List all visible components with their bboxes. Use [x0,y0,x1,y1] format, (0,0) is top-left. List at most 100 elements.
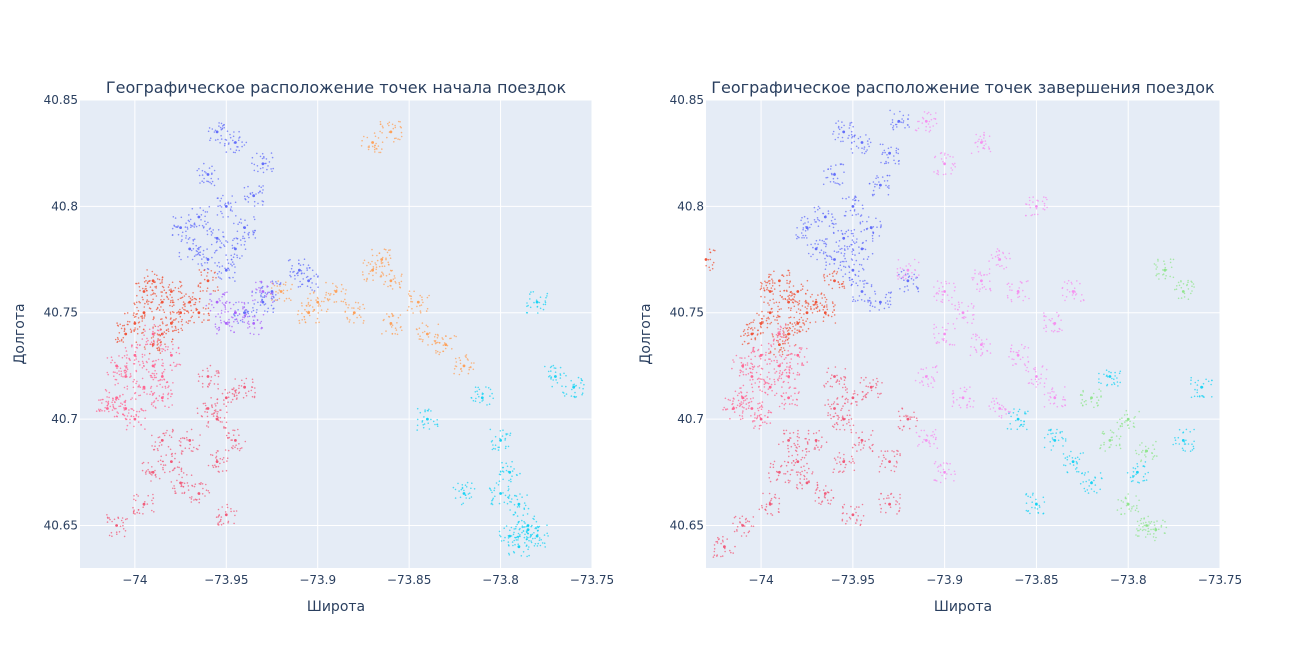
scatter-point [197,215,201,219]
scatter-point [871,305,874,308]
scatter-point [386,313,388,315]
scatter-point [264,162,266,165]
scatter-point [930,376,933,378]
scatter-point [1053,323,1056,326]
scatter-point [256,309,258,311]
scatter-point [259,287,262,290]
scatter-point [95,410,98,413]
scatter-point [136,313,138,315]
scatter-point [478,395,480,398]
scatter-point [546,292,549,295]
scatter-point [1037,200,1039,202]
scatter-point [388,249,390,252]
scatter-point [945,280,947,283]
scatter-point [171,404,173,406]
scatter-point [822,252,825,255]
scatter-point [210,300,213,302]
scatter-point [237,314,239,317]
scatter-point [209,364,212,367]
scatter-point [263,155,265,158]
scatter-point [163,298,165,301]
scatter-point [801,449,804,452]
scatter-point [430,410,432,412]
scatter-point [180,258,182,261]
scatter-point [825,243,828,246]
scatter-point [922,376,924,379]
scatter-point [809,306,812,308]
scatter-point [970,346,972,348]
scatter-point [771,503,773,505]
scatter-point [104,388,107,391]
scatter-point [1035,380,1038,383]
scatter-point [239,239,242,241]
scatter-point [239,257,241,260]
scatter-point [471,482,473,485]
scatter-point [836,462,838,465]
scatter-point [1071,294,1074,296]
scatter-point [216,249,218,252]
scatter-point [799,478,801,480]
scatter-point [544,301,547,304]
scatter-point [788,316,790,319]
scatter-point [320,300,323,303]
scatter-point [896,126,898,128]
scatter-point [788,297,790,299]
scatter-point [751,376,754,378]
scatter-point [814,500,817,502]
scatter-point [1053,329,1056,332]
plot-area[interactable] [80,100,592,568]
scatter-point [489,488,492,490]
scatter-point [162,333,164,336]
scatter-point [413,290,415,293]
scatter-point [829,255,832,258]
scatter-point [385,258,387,261]
scatter-point [865,227,868,230]
scatter-point [571,388,573,391]
scatter-point [215,130,219,134]
scatter-point [227,522,229,524]
scatter-point [815,489,817,491]
scatter-point [1009,289,1011,291]
scatter-point [230,329,232,332]
scatter-point [147,303,149,305]
scatter-point [391,123,394,126]
scatter-point [499,430,502,432]
plot-area[interactable] [706,100,1220,568]
scatter-point [1043,312,1045,314]
scatter-point [726,408,729,410]
scatter-point [224,396,228,400]
scatter-point [846,414,849,417]
scatter-point [275,281,277,283]
scatter-point [201,224,204,227]
scatter-point [157,449,159,452]
scatter-point [233,253,236,255]
scatter-point [998,415,1000,418]
scatter-point [807,221,809,223]
scatter-point [872,231,875,234]
scatter-point [198,168,200,170]
scatter-point [756,378,759,381]
scatter-point [893,113,896,115]
scatter-point [537,312,539,314]
scatter-point [739,369,741,372]
scatter-point [220,242,223,244]
scatter-point [164,343,166,346]
scatter-point [858,295,861,297]
scatter-point [795,300,797,303]
scatter-point [519,493,521,495]
scatter-point [1034,366,1036,369]
scatter-point [767,342,770,345]
scatter-point [827,212,830,215]
scatter-point [766,393,769,396]
scatter-point [178,352,181,355]
scatter-point [827,414,829,417]
scatter-point [515,536,518,539]
scatter-point [151,301,154,303]
scatter-point [209,139,211,142]
scatter-point [511,470,514,472]
scatter-point [144,288,146,290]
scatter-point [739,418,742,421]
scatter-point [766,317,768,320]
scatter-point [767,388,770,390]
scatter-point [517,536,519,538]
